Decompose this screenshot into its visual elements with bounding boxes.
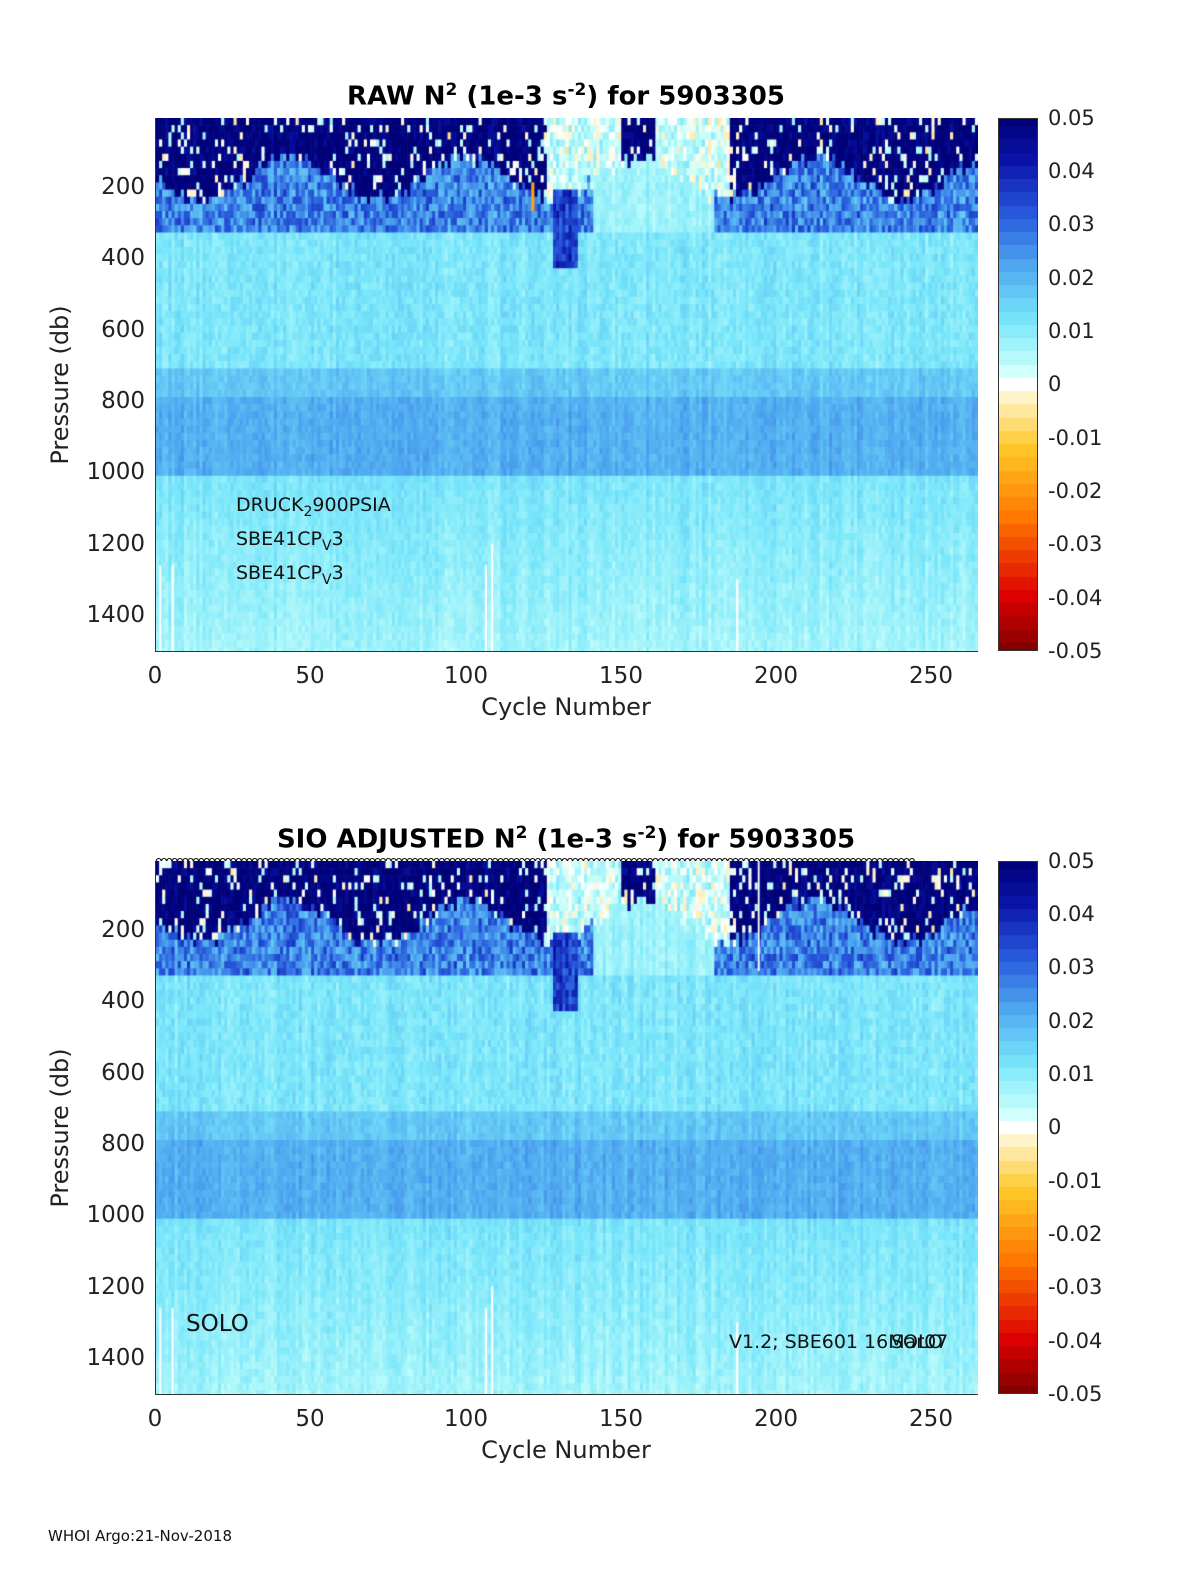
colorbar-tick: -0.04 — [1048, 586, 1103, 610]
y-axis-label: Pressure (db) — [46, 1048, 74, 1208]
y-tick-label: 200 — [101, 917, 145, 943]
colorbar-tick: 0.01 — [1048, 319, 1095, 343]
raw-n2-panel: RAW N2 (1e-3 s-2) for 5903305 Pressure (… — [0, 0, 1200, 760]
y-tick-label: 800 — [101, 1131, 145, 1157]
firmware-label-overlap: SOLO — [891, 1331, 943, 1353]
y-tick-label: 1000 — [86, 1202, 145, 1228]
heatmap-plot-area — [155, 861, 978, 1395]
y-tick-label: 1200 — [86, 531, 145, 557]
sensor-annotation-ctd: SBE41CPV3 — [236, 528, 344, 554]
x-tick-label: 50 — [295, 1406, 325, 1432]
colorbar-gradient — [999, 119, 1037, 650]
x-tick-label: 150 — [599, 663, 643, 689]
x-tick-label: 200 — [754, 1406, 798, 1432]
colorbar-tick: -0.04 — [1048, 1329, 1103, 1353]
colorbar-tick: 0 — [1048, 372, 1062, 396]
colorbar-tick: 0 — [1048, 1115, 1062, 1139]
colorbar-tick: 0.02 — [1048, 266, 1095, 290]
x-tick-label: 0 — [147, 663, 163, 689]
y-tick-label: 1000 — [86, 459, 145, 485]
y-tick-label: 1200 — [86, 1274, 145, 1300]
y-tick-label: 1400 — [86, 602, 145, 628]
heatmap-plot-area — [155, 118, 978, 652]
x-tick-label: 0 — [147, 1406, 163, 1432]
adjusted-n2-panel: SIO ADJUSTED N2 (1e-3 s-2) for 5903305 o… — [0, 743, 1200, 1503]
firmware-label: V1.2; SBE601 16Mar07 — [729, 1331, 949, 1353]
colorbar-tick: -0.01 — [1048, 1169, 1103, 1193]
x-tick-label: 50 — [295, 663, 325, 689]
colorbar-tick: -0.02 — [1048, 1222, 1103, 1246]
colorbar-tick: -0.05 — [1048, 1382, 1103, 1406]
colorbar — [998, 861, 1038, 1394]
y-tick-label: 1400 — [86, 1345, 145, 1371]
y-tick-label: 800 — [101, 388, 145, 414]
x-tick-label: 200 — [754, 663, 798, 689]
y-tick-label: 200 — [101, 174, 145, 200]
y-tick-label: 400 — [101, 988, 145, 1014]
colorbar-tick: -0.03 — [1048, 532, 1103, 556]
colorbar-tick: 0.04 — [1048, 159, 1095, 183]
colorbar-tick: 0.04 — [1048, 902, 1095, 926]
colorbar-tick: -0.05 — [1048, 639, 1103, 663]
colorbar-tick: 0.03 — [1048, 955, 1095, 979]
colorbar-tick: 0.05 — [1048, 849, 1095, 873]
colorbar-tick: 0.05 — [1048, 106, 1095, 130]
colorbar-gradient — [999, 862, 1037, 1393]
y-tick-label: 600 — [101, 1060, 145, 1086]
x-axis-label: Cycle Number — [481, 693, 651, 721]
colorbar-tick: 0.03 — [1048, 212, 1095, 236]
x-tick-label: 250 — [909, 663, 953, 689]
colorbar-tick: 0.01 — [1048, 1062, 1095, 1086]
x-tick-label: 150 — [599, 1406, 643, 1432]
colorbar-tick: -0.01 — [1048, 426, 1103, 450]
x-tick-label: 250 — [909, 1406, 953, 1432]
heatmap-cells — [156, 118, 978, 651]
colorbar-tick: -0.02 — [1048, 479, 1103, 503]
heatmap-cells — [156, 861, 978, 1394]
y-tick-label: 400 — [101, 245, 145, 271]
sensor-annotation-pressure: DRUCK2900PSIA — [236, 494, 391, 520]
colorbar-tick: 0.02 — [1048, 1009, 1095, 1033]
x-axis-label: Cycle Number — [481, 1436, 651, 1464]
x-tick-label: 100 — [444, 1406, 488, 1432]
y-tick-label: 600 — [101, 317, 145, 343]
x-tick-label: 100 — [444, 663, 488, 689]
chart-title: SIO ADJUSTED N2 (1e-3 s-2) for 5903305 — [276, 823, 856, 855]
footer-credit: WHOI Argo:21-Nov-2018 — [48, 1527, 232, 1545]
colorbar — [998, 118, 1038, 651]
chart-title: RAW N2 (1e-3 s-2) for 5903305 — [347, 80, 785, 112]
float-type-label: SOLO — [186, 1311, 249, 1337]
y-axis-label: Pressure (db) — [46, 305, 74, 465]
colorbar-tick: -0.03 — [1048, 1275, 1103, 1299]
sensor-annotation-ctd: SBE41CPV3 — [236, 562, 344, 588]
